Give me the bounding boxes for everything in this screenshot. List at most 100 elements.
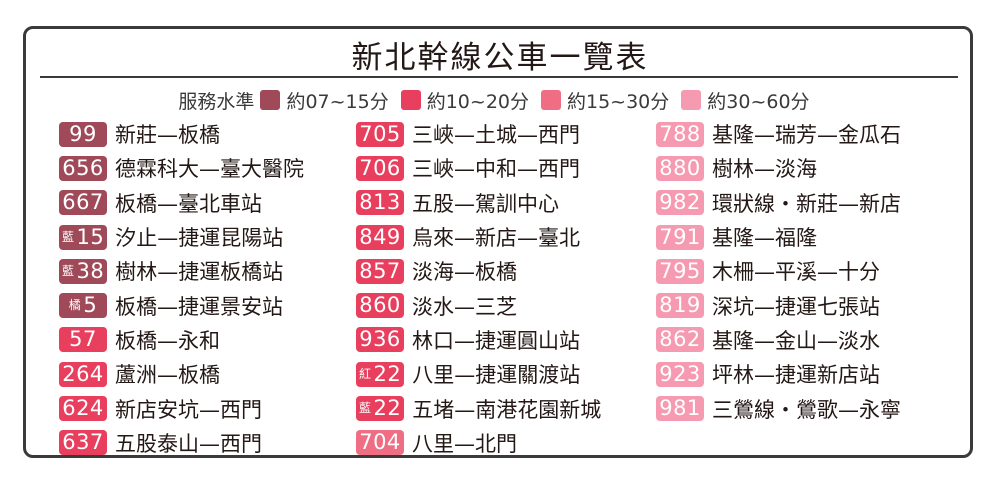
route-number: 264 [62,361,104,386]
route-row: 981 三鶯線・鶯歌—永寧 [656,391,956,425]
route-number-badge: 99 [59,121,107,147]
route-row: 862 基隆—金山—淡水 [656,323,956,357]
route-name: 新莊—板橋 [115,123,220,148]
route-number: 862 [659,327,701,352]
route-number: 982 [659,190,701,215]
route-name: 基隆—金山—淡水 [712,328,880,353]
route-column-2: 705 三峽—土城—西門 706 三峽—中和—西門 813 五股—駕訓中心 849 烏來—新店… [356,117,656,460]
route-row: 264 蘆洲—板橋 [59,357,359,391]
route-number: 860 [359,293,401,318]
route-row: 880 樹林—淡海 [656,151,956,185]
legend-item: 約07~15分 [260,87,389,114]
route-number-badge: 706 [356,155,404,181]
route-row: 624 新店安坑—西門 [59,391,359,425]
route-row: 706 三峽—中和—西門 [356,151,656,185]
route-number-badge: 788 [656,121,704,147]
route-name: 環狀線・新莊—新店 [712,191,901,216]
service-level-legend: 服務水準 約07~15分 約10~20分 約15~30分 約30~60分 [0,86,1000,114]
route-number-badge: 819 [656,293,704,319]
route-number-badge: 880 [656,155,704,181]
route-row: 667 板橋—臺北車站 [59,186,359,220]
route-row: 788 基隆—瑞芳—金瓜石 [656,117,956,151]
route-name: 五股泰山—西門 [115,431,262,456]
route-column-3: 788 基隆—瑞芳—金瓜石 880 樹林—淡海 982 環狀線・新莊—新店 791 基隆—福隆… [656,117,956,426]
route-row: 795 木柵—平溪—十分 [656,254,956,288]
route-row: 藍 22 五堵—南港花園新城 [356,391,656,425]
route-name: 樹林—淡海 [712,157,817,182]
route-number-badge: 860 [356,293,404,319]
route-number: 704 [359,430,401,455]
route-number: 22 [373,396,402,421]
route-row: 849 烏來—新店—臺北 [356,220,656,254]
route-row: 藍 38 樹林—捷運板橋站 [59,254,359,288]
route-number-badge: 667 [59,190,107,216]
route-number-badge: 982 [656,190,704,216]
legend-swatch [400,90,421,110]
route-number: 667 [62,190,104,215]
route-number: 5 [83,293,98,318]
route-number: 813 [359,190,401,215]
legend-swatch [541,90,561,110]
route-number: 38 [76,258,105,283]
route-prefix: 紅 [359,366,372,381]
route-name: 五堵—南港花園新城 [412,397,602,422]
legend-item-label: 約15~30分 [567,90,670,113]
route-prefix: 藍 [62,263,75,278]
route-number: 819 [659,293,701,318]
route-name: 八里—北門 [412,431,517,456]
route-number-badge: 624 [59,396,107,422]
route-row: 99 新莊—板橋 [59,117,359,151]
route-number-badge: 藍 22 [356,396,405,422]
route-row: 656 德霖科大—臺大醫院 [59,151,359,185]
route-number-badge: 紅 22 [356,361,405,387]
route-number: 880 [659,155,701,180]
route-number-badge: 656 [59,155,107,181]
route-row: 藍 15 汐止—捷運昆陽站 [59,220,359,254]
route-row: 704 八里—北門 [356,426,656,460]
route-row: 936 林口—捷運圓山站 [356,323,656,357]
route-row: 923 坪林—捷運新店站 [656,357,956,391]
route-row: 860 淡水—三芝 [356,288,656,322]
route-row: 791 基隆—福隆 [656,220,956,254]
route-number-badge: 795 [656,258,704,284]
legend-label: 服務水準 [178,90,255,113]
legend-swatch [681,90,702,110]
route-number: 15 [76,224,105,249]
route-number: 637 [62,430,104,455]
table-card [23,26,973,458]
title-divider [40,76,958,78]
route-name: 三鶯線・鶯歌—永寧 [712,397,901,422]
legend-item: 約30~60分 [681,87,810,114]
route-name: 基隆—福隆 [712,226,817,251]
route-name: 樹林—捷運板橋站 [115,260,284,285]
route-name: 淡海—板橋 [412,260,517,285]
route-number: 936 [359,327,401,352]
route-name: 基隆—瑞芳—金瓜石 [712,123,901,148]
route-number: 99 [69,121,97,146]
route-name: 德霖科大—臺大醫院 [115,157,304,182]
route-number: 857 [359,258,401,283]
route-number-badge: 264 [59,361,107,387]
route-number-badge: 923 [656,361,704,387]
route-number: 705 [359,121,401,146]
route-row: 705 三峽—土城—西門 [356,117,656,151]
route-row: 57 板橋—永和 [59,323,359,357]
route-number: 795 [659,258,701,283]
route-number: 624 [62,396,104,421]
route-number-badge: 862 [656,327,704,353]
route-number: 706 [359,155,401,180]
legend-item: 約15~30分 [541,87,669,114]
route-row: 819 深坑—捷運七張站 [656,288,956,322]
route-number-badge: 637 [59,430,107,456]
route-number: 923 [659,361,701,386]
route-number-badge: 藍 15 [59,224,108,250]
page-title: 新北幹線公車一覽表 [351,40,649,76]
route-number-badge: 704 [356,430,404,456]
route-number-badge: 849 [356,224,404,250]
route-row: 紅 22 八里—捷運關渡站 [356,357,656,391]
route-name: 林口—捷運圓山站 [412,328,580,353]
legend-item-label: 約10~20分 [426,90,529,113]
route-number: 791 [659,224,701,249]
route-prefix: 藍 [359,401,372,416]
route-number: 22 [373,361,402,386]
